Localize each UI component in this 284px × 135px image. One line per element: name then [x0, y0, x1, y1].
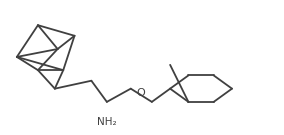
Text: O: O — [137, 88, 145, 98]
Text: NH₂: NH₂ — [97, 117, 117, 127]
